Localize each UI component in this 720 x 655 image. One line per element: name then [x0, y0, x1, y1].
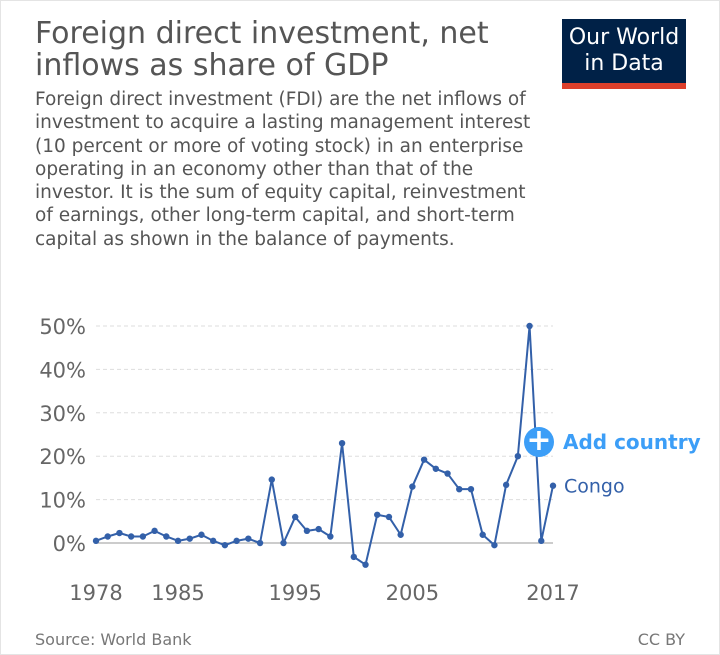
data-point[interactable]: [315, 525, 322, 533]
data-point[interactable]: [221, 541, 229, 549]
data-point[interactable]: [420, 456, 428, 463]
data-point[interactable]: [104, 533, 111, 540]
series-congo[interactable]: [92, 322, 557, 568]
data-point[interactable]: [292, 513, 299, 521]
x-tick-label: 2005: [386, 581, 439, 605]
y-tick-label: 10%: [39, 489, 86, 513]
y-tick-label: 20%: [39, 445, 86, 469]
y-tick-label: 30%: [39, 402, 86, 426]
grid-lines: [96, 325, 553, 544]
data-point[interactable]: [198, 531, 205, 538]
add-country-button[interactable]: + Add country: [524, 426, 701, 458]
x-axis: 1978 1985 1995 2005 2017: [69, 581, 579, 605]
data-point[interactable]: [479, 531, 486, 538]
chart-subtitle: Foreign direct investment (FDI) are the …: [35, 89, 531, 250]
y-tick-label: 0%: [53, 532, 86, 556]
data-point[interactable]: [491, 541, 498, 549]
data-point[interactable]: [397, 531, 404, 538]
data-point[interactable]: [127, 533, 135, 540]
data-point[interactable]: [362, 561, 369, 568]
data-point[interactable]: [163, 533, 170, 540]
data-point[interactable]: [514, 453, 522, 460]
data-point[interactable]: [151, 527, 158, 535]
data-point[interactable]: [280, 539, 287, 547]
data-point[interactable]: [538, 537, 545, 545]
data-point[interactable]: [338, 439, 346, 447]
data-point[interactable]: [409, 483, 416, 490]
data-point[interactable]: [256, 539, 264, 547]
data-point[interactable]: [502, 481, 510, 489]
data-point[interactable]: [233, 537, 240, 545]
y-tick-label: 40%: [39, 358, 86, 382]
logo-line-2: in Data: [584, 51, 664, 76]
data-point[interactable]: [268, 476, 275, 483]
license-note[interactable]: CC BY: [637, 630, 685, 649]
series-line[interactable]: [95, 325, 554, 566]
data-point[interactable]: [350, 553, 357, 561]
data-point[interactable]: [327, 533, 334, 540]
data-point[interactable]: [245, 535, 252, 542]
data-point[interactable]: [139, 533, 147, 540]
line-chart: 0% 10% 20% 30% 40% 50% 1978 1985 1995 2005 2017 C…: [39, 315, 625, 605]
x-tick-label: 2017: [526, 581, 579, 605]
data-point[interactable]: [549, 482, 557, 489]
y-axis: 0% 10% 20% 30% 40% 50%: [39, 315, 86, 556]
data-point[interactable]: [374, 511, 381, 518]
data-point[interactable]: [92, 537, 100, 545]
logo-line-1: Our World: [568, 25, 680, 50]
x-tick-label: 1995: [268, 581, 321, 605]
data-point[interactable]: [526, 322, 533, 330]
data-point[interactable]: [303, 527, 311, 535]
x-tick-label: 1978: [69, 581, 122, 605]
data-point[interactable]: [186, 535, 193, 542]
data-point[interactable]: [432, 465, 440, 472]
x-tick-label: 1985: [151, 581, 204, 605]
data-point[interactable]: [456, 485, 463, 493]
chart-title: Foreign direct investment, net inflows a…: [35, 16, 489, 83]
data-point[interactable]: [385, 513, 393, 521]
data-point[interactable]: [209, 537, 217, 545]
data-point[interactable]: [116, 529, 123, 537]
source-note[interactable]: Source: World Bank: [35, 630, 192, 649]
owid-logo[interactable]: Our World in Data: [562, 19, 686, 89]
add-country-label: Add country: [563, 430, 701, 454]
plus-icon: +: [524, 426, 554, 457]
data-point[interactable]: [444, 470, 451, 477]
series-label-congo[interactable]: Congo: [564, 476, 625, 498]
y-tick-label: 50%: [39, 315, 86, 339]
data-point[interactable]: [467, 485, 475, 493]
data-point[interactable]: [174, 537, 182, 545]
